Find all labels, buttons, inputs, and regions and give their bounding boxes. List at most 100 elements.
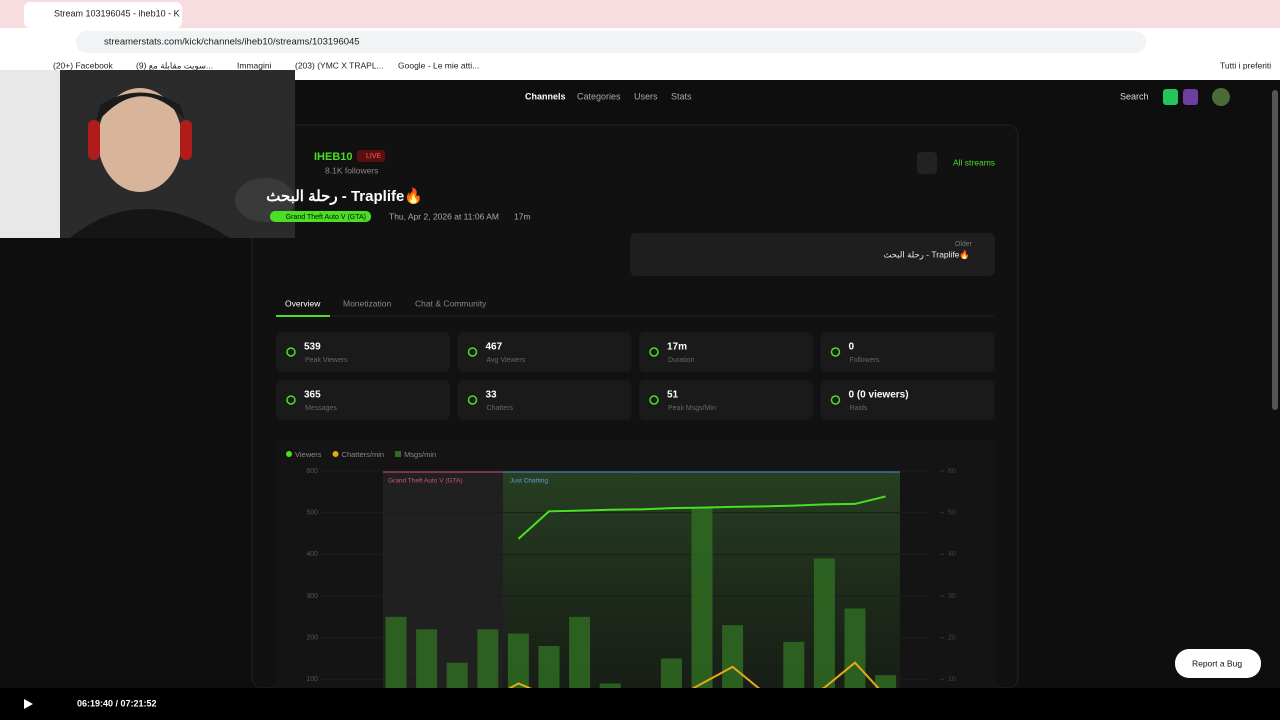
y2-tick-label: 50 [948,510,956,517]
stat-label: Followers [850,357,880,364]
bar [385,616,407,688]
scrollbar [1272,90,1278,410]
stat-card [820,380,995,420]
bar [569,616,591,688]
all-streams[interactable]: All streams [953,157,995,167]
bar [875,675,897,688]
play-button[interactable] [24,699,33,709]
stat-card [276,380,450,420]
stat-label: Chatters [487,405,514,412]
tab-strip [0,0,1280,28]
channel-name[interactable]: IHEB10 [314,151,353,163]
bar [599,683,621,688]
stat-card [457,332,632,372]
y-tick-label: 500 [306,510,318,517]
twitch-icon[interactable] [1183,89,1198,105]
nav-item[interactable]: Users [634,91,658,101]
bar [783,641,805,688]
active-tab[interactable] [24,2,182,28]
annotation: Just Chatting [510,478,548,485]
bar [660,658,682,688]
stat-card [276,332,450,372]
bookmarks-all[interactable]: Tutti i preferiti [1220,60,1271,70]
date: Thu, Apr 2, 2026 at 11:06 AM [389,211,499,221]
stat-icon [286,395,296,405]
legend-label[interactable]: Chatters/min [342,450,385,459]
avatar[interactable] [1212,88,1230,106]
bar [446,662,468,688]
older-card[interactable] [630,233,995,276]
nav-item[interactable]: Stats [671,91,692,101]
legend-marker [286,451,292,457]
stat-label: Raids [850,405,868,412]
older-label: Older [955,241,973,248]
search[interactable]: Search [1120,91,1149,101]
tab[interactable]: Overview [285,298,321,308]
nav-item[interactable]: Channels [525,91,566,101]
stat-value: 467 [486,342,503,353]
y2-tick-label: 10 [948,676,956,683]
bar [691,508,713,688]
bookmark[interactable]: (203) (YMC X TRAPL... [295,60,384,70]
stat-card [820,332,995,372]
legend-marker [395,451,402,457]
y-tick-label: 400 [306,551,318,558]
followers: 8.1K followers [325,165,378,175]
bookmark[interactable]: (9) سويت مقابلة مع... [136,60,213,71]
stat-icon [467,395,478,405]
game[interactable]: Grand Theft Auto V (GTA) [286,214,366,221]
chart: Grand Theft Auto V (GTA) Just Chatting 100… [306,468,956,688]
url[interactable]: streamerstats.com/kick/channels/iheb10/s… [104,37,360,48]
kick-icon[interactable] [1163,89,1178,105]
player-time: 06:19:40 / 07:21:52 [77,698,157,708]
stat-icon [830,347,841,357]
live-label: LIVE [366,153,382,160]
address-bar[interactable] [76,31,1146,53]
stat-icon [649,347,659,357]
tab[interactable]: Chat & Community [415,298,487,308]
stat-value: 365 [304,390,321,401]
tab-title[interactable]: Stream 103196045 - iheb10 - K [54,8,180,18]
annotation: Grand Theft Auto V (GTA) [388,478,463,485]
stat-value: 17m [667,342,687,353]
player-bar [0,688,1280,720]
legend-label[interactable]: Msgs/min [404,450,436,459]
stat-label: Peak Msgs/Min [668,405,716,412]
tab[interactable]: Monetization [343,298,391,308]
report-bug[interactable]: Report a Bug [1192,658,1242,668]
stat-value: 51 [667,390,679,401]
icon-button[interactable] [917,152,937,174]
stat-icon [830,395,841,405]
duration: 17m [514,211,531,221]
y-tick-label: 100 [306,676,318,683]
stream-title: رحلة البحث - Traplife🔥 [266,187,423,205]
y2-tick-label: 20 [948,635,956,642]
stat-label: Peak Viewers [305,357,348,364]
stat-icon [467,347,478,357]
y-tick-label: 600 [306,468,318,475]
bar [416,629,438,688]
stat-value: 539 [304,342,321,353]
stat-value: 0 [849,342,855,353]
legend-marker [332,451,339,457]
y2-tick-label: 40 [948,551,956,558]
legend-label[interactable]: Viewers [295,450,322,459]
stat-icon [286,347,296,357]
stat-icon [649,395,659,405]
nav-item[interactable]: Categories [577,91,621,101]
report-bug-button[interactable] [1175,649,1261,678]
bar [813,558,835,688]
y2-tick-label: 30 [948,593,956,600]
bar [538,646,560,688]
bookmark[interactable]: (20+) Facebook [53,60,114,70]
live-badge [357,150,385,162]
older-title[interactable]: رحلة البحث - Traplife🔥 [883,249,970,260]
bar [507,633,529,688]
bar [477,629,499,688]
y2-tick-label: 60 [948,468,956,475]
bookmark[interactable]: Google - Le mie atti... [398,60,479,70]
bookmark[interactable]: Immagini [237,60,272,70]
game-badge[interactable] [270,211,371,222]
